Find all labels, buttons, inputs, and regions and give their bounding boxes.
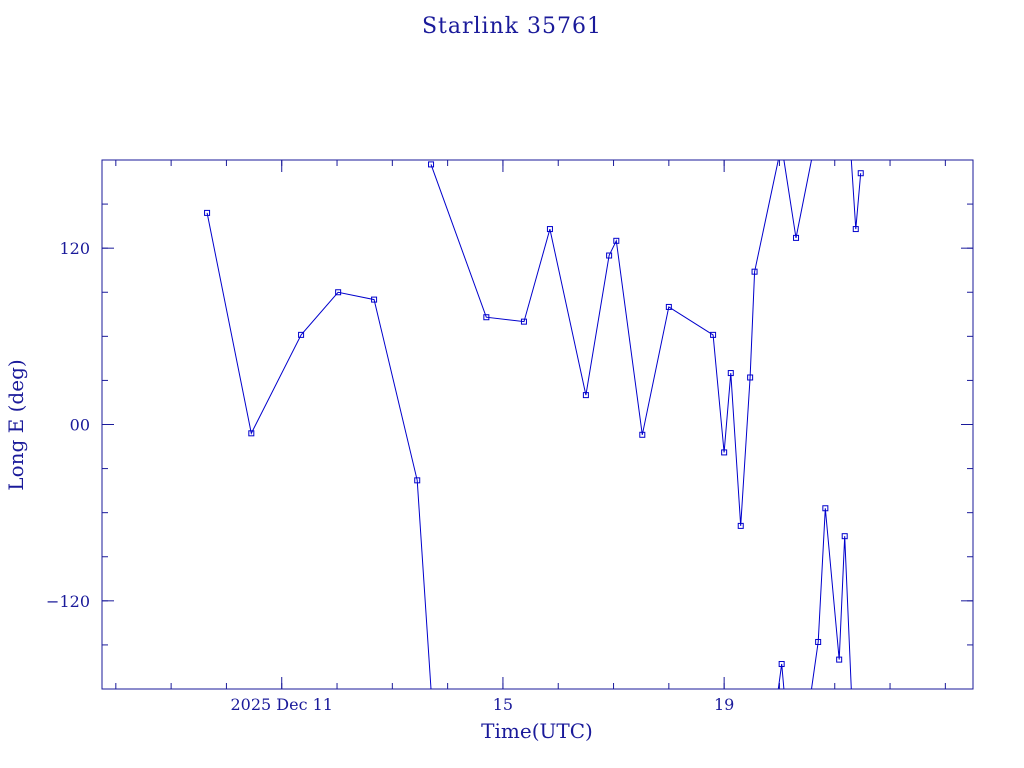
data-point: [822, 505, 829, 512]
data-point: [639, 431, 646, 438]
data-point: [727, 370, 734, 377]
series-line: [783, 159, 812, 238]
series-line: [206, 212, 432, 690]
data-point: [665, 303, 672, 310]
data-point: [778, 661, 785, 668]
data-point: [248, 430, 255, 437]
y-axis-label: Long E (deg): [4, 359, 28, 490]
data-point: [520, 318, 527, 325]
data-point: [737, 522, 744, 529]
data-point: [483, 314, 490, 321]
data-point: [710, 331, 717, 338]
x-tick-label: 15: [493, 695, 513, 714]
data-point: [582, 392, 589, 399]
chart-title: Starlink 35761: [421, 14, 603, 39]
data-point: [335, 289, 342, 296]
x-minor-ticks: [115, 160, 946, 689]
data-series: [204, 159, 864, 690]
data-point: [836, 656, 843, 663]
data-point: [841, 533, 848, 540]
data-point: [793, 234, 800, 241]
data-point: [371, 296, 378, 303]
series-line: [777, 663, 785, 690]
y-tick-label: 00: [70, 416, 90, 435]
y-tick-label: −120: [46, 592, 90, 611]
y-tick-label: 120: [59, 239, 90, 258]
y-axis-ticks: 120 00 −120: [46, 239, 973, 611]
data-point: [606, 252, 613, 259]
series-line: [811, 508, 852, 690]
data-point: [613, 237, 620, 244]
data-point: [852, 226, 859, 233]
data-point: [721, 449, 728, 456]
plot-frame: [101, 159, 974, 690]
data-point: [204, 209, 211, 216]
data-point: [815, 638, 822, 645]
data-point: [414, 477, 421, 484]
x-tick-label: 19: [714, 695, 734, 714]
x-axis-ticks: 2025 Dec 11 15 19: [230, 160, 734, 714]
data-point: [747, 374, 754, 381]
data-point: [751, 268, 758, 275]
data-point: [857, 170, 864, 177]
x-axis-label: Time(UTC): [481, 719, 593, 743]
data-point: [298, 331, 305, 338]
series-line: [850, 159, 862, 230]
series-line: [430, 159, 779, 526]
data-point: [546, 226, 553, 233]
data-point: [428, 161, 435, 168]
x-tick-label: 2025 Dec 11: [230, 695, 333, 714]
